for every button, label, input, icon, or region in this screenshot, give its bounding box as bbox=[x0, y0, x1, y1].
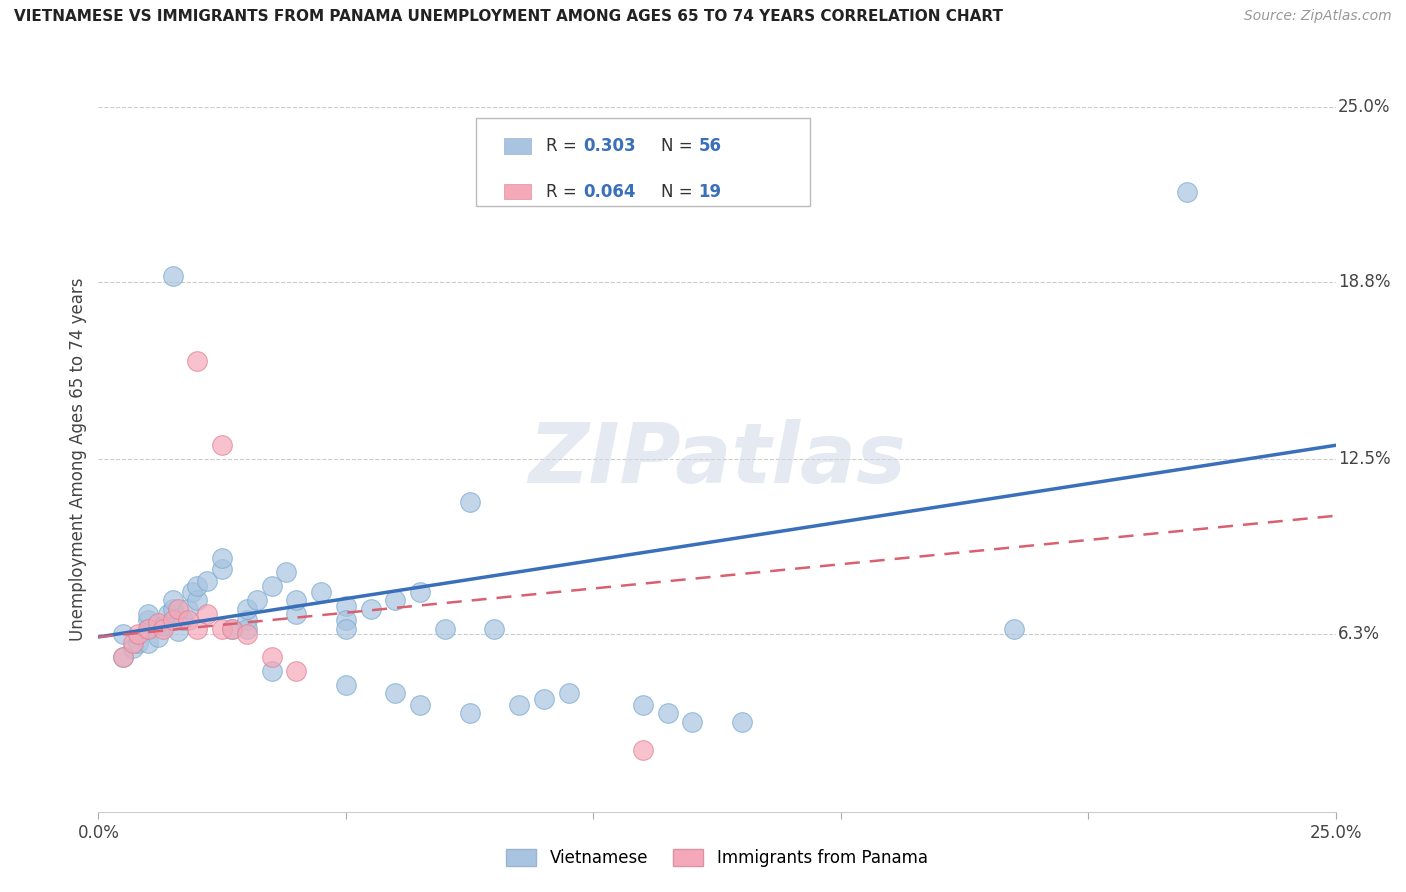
Text: R =: R = bbox=[547, 136, 582, 155]
Point bbox=[112, 627, 135, 641]
Point bbox=[246, 593, 269, 607]
Text: 0.303: 0.303 bbox=[583, 136, 636, 155]
Point bbox=[276, 565, 298, 579]
Legend: Vietnamese, Immigrants from Panama: Vietnamese, Immigrants from Panama bbox=[499, 842, 935, 874]
Point bbox=[152, 618, 174, 632]
Point bbox=[221, 622, 243, 636]
Point bbox=[335, 622, 357, 636]
Point bbox=[221, 622, 243, 636]
Text: 6.3%: 6.3% bbox=[1339, 625, 1381, 643]
Point bbox=[136, 622, 159, 636]
Point bbox=[152, 622, 174, 636]
Point bbox=[211, 438, 233, 452]
Text: N =: N = bbox=[661, 183, 699, 201]
Point bbox=[211, 551, 233, 566]
Point bbox=[260, 664, 283, 678]
Point bbox=[162, 269, 184, 284]
Text: 18.8%: 18.8% bbox=[1339, 273, 1391, 291]
Point bbox=[122, 641, 145, 656]
Point bbox=[335, 678, 357, 692]
Point bbox=[631, 698, 654, 712]
Point bbox=[186, 622, 208, 636]
Point bbox=[112, 649, 135, 664]
Point bbox=[533, 692, 555, 706]
Point bbox=[127, 627, 149, 641]
Point bbox=[236, 622, 259, 636]
Point bbox=[186, 579, 208, 593]
FancyBboxPatch shape bbox=[475, 118, 810, 206]
Point bbox=[136, 607, 159, 622]
FancyBboxPatch shape bbox=[505, 138, 531, 153]
Text: VIETNAMESE VS IMMIGRANTS FROM PANAMA UNEMPLOYMENT AMONG AGES 65 TO 74 YEARS CORR: VIETNAMESE VS IMMIGRANTS FROM PANAMA UNE… bbox=[14, 9, 1002, 24]
Point bbox=[360, 601, 382, 615]
Point bbox=[136, 613, 159, 627]
Point bbox=[162, 613, 184, 627]
Point bbox=[236, 613, 259, 627]
Point bbox=[162, 593, 184, 607]
Point bbox=[122, 635, 145, 649]
Point bbox=[433, 622, 456, 636]
Point bbox=[176, 613, 198, 627]
FancyBboxPatch shape bbox=[505, 184, 531, 199]
Point bbox=[195, 574, 218, 588]
Point bbox=[186, 353, 208, 368]
Text: 25.0%: 25.0% bbox=[1339, 98, 1391, 116]
Text: Source: ZipAtlas.com: Source: ZipAtlas.com bbox=[1244, 9, 1392, 23]
Point bbox=[484, 622, 506, 636]
Point bbox=[211, 622, 233, 636]
Point bbox=[409, 698, 432, 712]
Point bbox=[557, 686, 579, 700]
Text: R =: R = bbox=[547, 183, 582, 201]
Point bbox=[166, 601, 188, 615]
Text: 19: 19 bbox=[699, 183, 721, 201]
Point bbox=[112, 649, 135, 664]
Point bbox=[195, 607, 218, 622]
Point bbox=[260, 579, 283, 593]
Point bbox=[127, 635, 149, 649]
Text: 12.5%: 12.5% bbox=[1339, 450, 1391, 468]
Point bbox=[309, 585, 332, 599]
Point bbox=[211, 562, 233, 576]
Point bbox=[508, 698, 530, 712]
Point bbox=[681, 714, 703, 729]
Text: 56: 56 bbox=[699, 136, 721, 155]
Point bbox=[1175, 185, 1198, 199]
Point bbox=[335, 599, 357, 613]
Point bbox=[409, 585, 432, 599]
Point bbox=[181, 585, 204, 599]
Point bbox=[631, 742, 654, 756]
Point bbox=[156, 607, 179, 622]
Point bbox=[176, 601, 198, 615]
Y-axis label: Unemployment Among Ages 65 to 74 years: Unemployment Among Ages 65 to 74 years bbox=[69, 277, 87, 641]
Text: 0.064: 0.064 bbox=[583, 183, 636, 201]
Point bbox=[657, 706, 679, 720]
Point bbox=[136, 635, 159, 649]
Point bbox=[458, 494, 481, 508]
Text: N =: N = bbox=[661, 136, 699, 155]
Point bbox=[731, 714, 754, 729]
Point bbox=[285, 607, 308, 622]
Point bbox=[236, 601, 259, 615]
Text: ZIPatlas: ZIPatlas bbox=[529, 419, 905, 500]
Point bbox=[260, 649, 283, 664]
Point bbox=[172, 613, 194, 627]
Point bbox=[384, 593, 406, 607]
Point bbox=[146, 630, 169, 644]
Point bbox=[186, 593, 208, 607]
Point bbox=[136, 622, 159, 636]
Point bbox=[285, 593, 308, 607]
Point bbox=[335, 613, 357, 627]
Point bbox=[384, 686, 406, 700]
Point bbox=[1002, 622, 1025, 636]
Point bbox=[236, 627, 259, 641]
Point bbox=[458, 706, 481, 720]
Point bbox=[146, 615, 169, 630]
Point bbox=[166, 624, 188, 639]
Point bbox=[285, 664, 308, 678]
Point bbox=[162, 601, 184, 615]
